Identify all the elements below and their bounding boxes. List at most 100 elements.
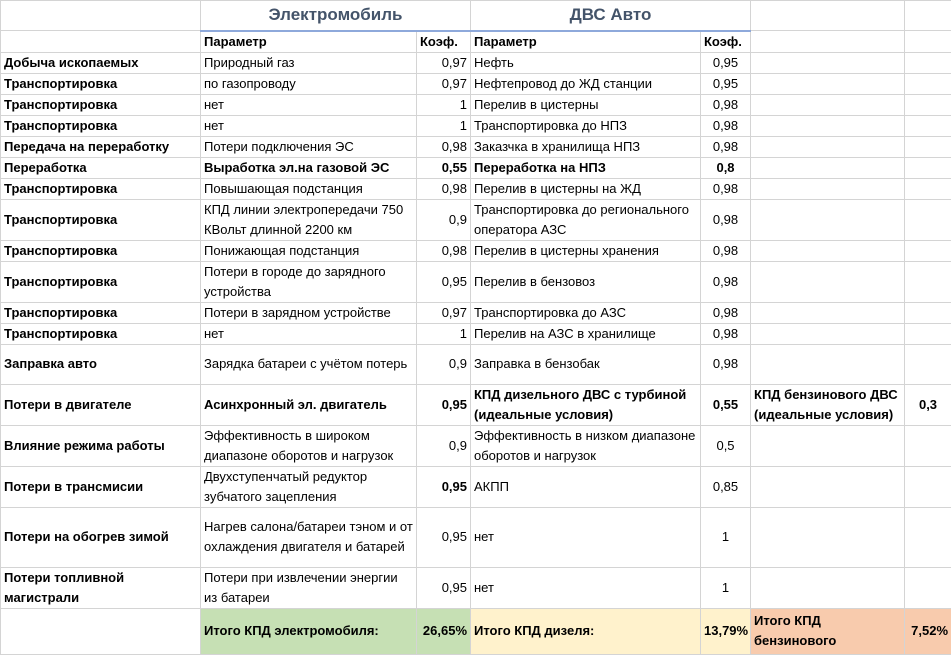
ev-coef-cell[interactable]: 0,95 — [417, 466, 471, 507]
petrol-coef-cell[interactable] — [905, 115, 951, 136]
ice-param-cell[interactable]: Заправка в бензобак — [471, 344, 701, 384]
ice-coef-cell[interactable]: 0,98 — [701, 199, 751, 240]
ice-coef-cell[interactable]: 0,98 — [701, 261, 751, 302]
petrol-coef-cell[interactable] — [905, 261, 951, 302]
ice-param-cell[interactable]: Нефтепровод до ЖД станции — [471, 73, 701, 94]
empty-cell[interactable] — [751, 1, 905, 31]
stage-label[interactable]: Заправка авто — [1, 344, 201, 384]
ev-coef-cell[interactable]: 0,9 — [417, 425, 471, 466]
petrol-coef-cell[interactable] — [905, 466, 951, 507]
ice-coef-cell[interactable]: 0,98 — [701, 323, 751, 344]
petrol-param-cell[interactable] — [751, 466, 905, 507]
ev-param-cell[interactable]: Потери подключения ЭС — [201, 136, 417, 157]
petrol-coef-cell[interactable] — [905, 178, 951, 199]
ev-param-cell[interactable]: нет — [201, 94, 417, 115]
petrol-coef-cell[interactable] — [905, 507, 951, 567]
ev-coef-cell[interactable]: 0,98 — [417, 136, 471, 157]
ev-coef-cell[interactable]: 0,97 — [417, 73, 471, 94]
petrol-param-cell[interactable] — [751, 178, 905, 199]
petrol-param-cell[interactable] — [751, 261, 905, 302]
ice-param-cell[interactable]: Заказчка в хранилища НПЗ — [471, 136, 701, 157]
ev-param-cell[interactable]: Потери при извлечении энергии из батареи — [201, 567, 417, 608]
stage-label[interactable]: Потери на обогрев зимой — [1, 507, 201, 567]
ice-coef-cell[interactable]: 0,98 — [701, 302, 751, 323]
ev-param-cell[interactable]: Нагрев салона/батареи тэном и от охлажде… — [201, 507, 417, 567]
petrol-param-cell[interactable] — [751, 344, 905, 384]
ev-coef-cell[interactable]: 0,98 — [417, 240, 471, 261]
petrol-coef-cell[interactable] — [905, 302, 951, 323]
petrol-param-cell[interactable] — [751, 425, 905, 466]
ev-param-cell[interactable]: нет — [201, 115, 417, 136]
stage-label[interactable]: Передача на переработку — [1, 136, 201, 157]
stage-label[interactable]: Потери топливной магистрали — [1, 567, 201, 608]
ice-param-cell[interactable]: Перелив в цистерны — [471, 94, 701, 115]
ev-param-cell[interactable]: Повышающая подстанция — [201, 178, 417, 199]
ice-param-cell[interactable]: Транспортировка до регионального операто… — [471, 199, 701, 240]
petrol-param-cell[interactable] — [751, 94, 905, 115]
ev-param-cell[interactable]: Понижающая подстанция — [201, 240, 417, 261]
ev-coef-cell[interactable]: 0,97 — [417, 52, 471, 73]
ice-coef-cell[interactable]: 0,95 — [701, 73, 751, 94]
petrol-param-cell[interactable] — [751, 240, 905, 261]
ev-param-cell[interactable]: Асинхронный эл. двигатель — [201, 384, 417, 425]
ev-param-cell[interactable]: Потери в городе до зарядного устройства — [201, 261, 417, 302]
stage-label[interactable]: Транспортировка — [1, 323, 201, 344]
ev-param-cell[interactable]: Двухступенчатый редуктор зубчатого зацеп… — [201, 466, 417, 507]
petrol-param-cell[interactable] — [751, 302, 905, 323]
ev-param-cell[interactable]: по газопроводу — [201, 73, 417, 94]
stage-label[interactable]: Добыча ископаемых — [1, 52, 201, 73]
empty-cell[interactable] — [905, 31, 951, 53]
petrol-param-cell[interactable] — [751, 199, 905, 240]
stage-label[interactable]: Потери в двигателе — [1, 384, 201, 425]
ev-coef-cell[interactable]: 0,95 — [417, 384, 471, 425]
ev-param-cell[interactable]: нет — [201, 323, 417, 344]
ev-coef-cell[interactable]: 0,95 — [417, 261, 471, 302]
petrol-param-cell[interactable]: КПД бензинового ДВС (идеальные условия) — [751, 384, 905, 425]
ice-param-cell[interactable]: Перелив в бензовоз — [471, 261, 701, 302]
stage-label[interactable]: Транспортировка — [1, 199, 201, 240]
stage-label[interactable]: Транспортировка — [1, 302, 201, 323]
empty-cell[interactable] — [751, 31, 905, 53]
petrol-coef-cell[interactable]: 0,3 — [905, 384, 951, 425]
petrol-param-cell[interactable] — [751, 73, 905, 94]
ice-coef-cell[interactable]: 0,98 — [701, 136, 751, 157]
ev-coef-cell[interactable]: 0,97 — [417, 302, 471, 323]
ice-param-cell[interactable]: Перелив в цистерны на ЖД — [471, 178, 701, 199]
ice-param-cell[interactable]: АКПП — [471, 466, 701, 507]
ice-coef-cell[interactable]: 0,8 — [701, 157, 751, 178]
ice-param-cell[interactable]: Транспортировка до АЗС — [471, 302, 701, 323]
petrol-coef-cell[interactable] — [905, 344, 951, 384]
ice-param-cell[interactable]: Переработка на НПЗ — [471, 157, 701, 178]
ev-coef-cell[interactable]: 1 — [417, 115, 471, 136]
ev-param-cell[interactable]: Природный газ — [201, 52, 417, 73]
petrol-coef-cell[interactable] — [905, 199, 951, 240]
ev-coef-cell[interactable]: 1 — [417, 323, 471, 344]
stage-label[interactable]: Переработка — [1, 157, 201, 178]
ice-param-cell[interactable]: Нефть — [471, 52, 701, 73]
stage-label[interactable]: Влияние режима работы — [1, 425, 201, 466]
ev-param-cell[interactable]: Выработка эл.на газовой ЭС — [201, 157, 417, 178]
ice-param-cell[interactable]: нет — [471, 507, 701, 567]
petrol-coef-cell[interactable] — [905, 73, 951, 94]
ice-coef-cell[interactable]: 0,95 — [701, 52, 751, 73]
ev-coef-cell[interactable]: 0,9 — [417, 199, 471, 240]
stage-label[interactable]: Потери в трансмисии — [1, 466, 201, 507]
petrol-coef-cell[interactable] — [905, 136, 951, 157]
stage-label[interactable]: Транспортировка — [1, 178, 201, 199]
petrol-param-cell[interactable] — [751, 507, 905, 567]
ice-param-cell[interactable]: нет — [471, 567, 701, 608]
petrol-coef-cell[interactable] — [905, 240, 951, 261]
ev-coef-cell[interactable]: 0,98 — [417, 178, 471, 199]
ice-coef-cell[interactable]: 0,5 — [701, 425, 751, 466]
ev-param-cell[interactable]: КПД линии электропередачи 750 КВольт дли… — [201, 199, 417, 240]
petrol-coef-cell[interactable] — [905, 94, 951, 115]
petrol-param-cell[interactable] — [751, 52, 905, 73]
stage-label[interactable]: Транспортировка — [1, 94, 201, 115]
ev-coef-cell[interactable]: 0,95 — [417, 567, 471, 608]
petrol-param-cell[interactable] — [751, 157, 905, 178]
ice-coef-cell[interactable]: 0,85 — [701, 466, 751, 507]
ice-coef-cell[interactable]: 1 — [701, 567, 751, 608]
ev-coef-cell[interactable]: 0,55 — [417, 157, 471, 178]
ice-param-cell[interactable]: Эффективность в низком диапазоне оборото… — [471, 425, 701, 466]
ice-param-cell[interactable]: КПД дизельного ДВС с турбиной (идеальные… — [471, 384, 701, 425]
